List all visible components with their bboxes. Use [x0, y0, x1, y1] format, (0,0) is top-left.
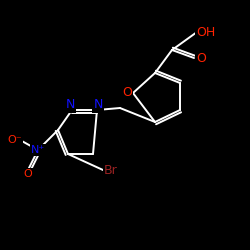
- Text: N: N: [65, 98, 75, 112]
- Text: Br: Br: [104, 164, 118, 176]
- Text: N: N: [93, 98, 103, 112]
- Text: O: O: [196, 52, 206, 64]
- Text: OH: OH: [196, 26, 216, 38]
- Text: O⁻: O⁻: [8, 135, 22, 145]
- Text: O: O: [24, 169, 32, 179]
- Text: O: O: [122, 86, 132, 100]
- Text: N⁺: N⁺: [31, 145, 45, 155]
